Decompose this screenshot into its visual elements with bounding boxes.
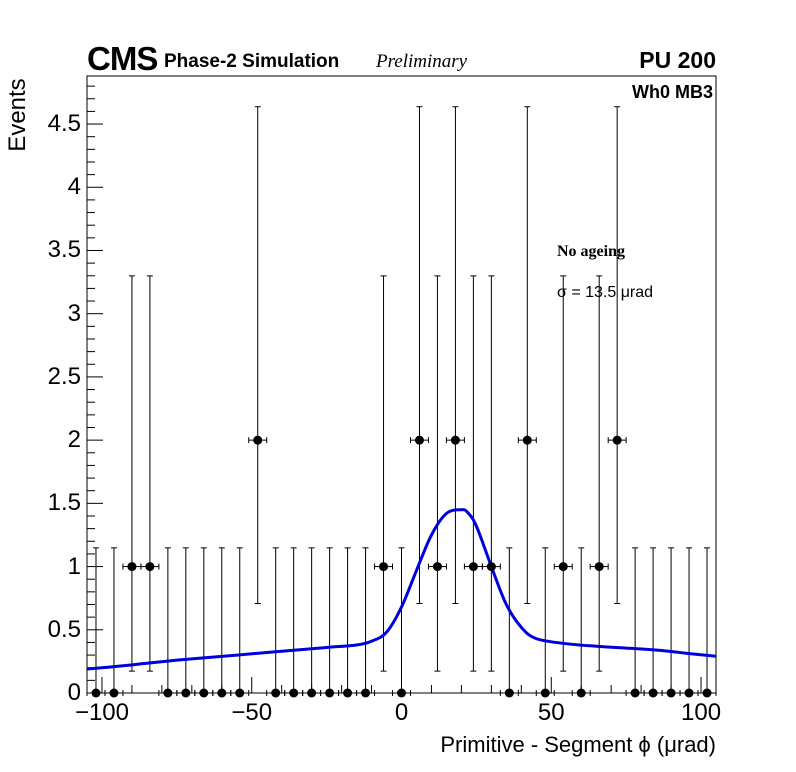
pileup-label: PU 200 [639, 47, 716, 73]
x-tick-label: 0 [394, 699, 409, 726]
x-tick-label: 100 [680, 699, 722, 726]
data-point [576, 688, 586, 698]
data-point [307, 688, 317, 698]
axis-ticks [87, 85, 702, 694]
data-point [199, 688, 209, 698]
data-point [504, 688, 514, 698]
data-point [522, 435, 532, 445]
data-point [289, 688, 299, 698]
data-point [468, 562, 478, 572]
y-tick-label: 3.5 [47, 236, 81, 264]
data-point [630, 688, 640, 698]
data-point [432, 562, 442, 572]
y-tick-label: 4 [67, 173, 81, 201]
data-point [540, 688, 550, 698]
data-point [325, 688, 335, 698]
data-point [486, 562, 496, 572]
y-axis-label: Events [4, 78, 31, 152]
x-tick-label: −50 [231, 699, 273, 726]
y-tick-label: 2.5 [47, 362, 81, 390]
data-point [414, 435, 424, 445]
data-point [91, 688, 101, 698]
data-point [235, 688, 245, 698]
data-point [558, 562, 568, 572]
data-point [702, 688, 712, 698]
data-point [217, 688, 227, 698]
fit-curve [86, 508, 717, 671]
data-point [612, 435, 622, 445]
data-point [343, 688, 353, 698]
y-tick-label: 1.5 [47, 489, 81, 517]
y-tick-label: 2 [67, 426, 81, 454]
data-point [181, 688, 191, 698]
data-point [145, 562, 155, 572]
data-point [361, 688, 371, 698]
x-axis-label: Primitive - Segment ϕ (μrad) [440, 732, 716, 757]
y-tick-label: 4.5 [47, 110, 81, 138]
data-point [397, 688, 406, 698]
legend-condition: No ageing [557, 243, 625, 260]
data-point [379, 562, 389, 572]
x-tick-label: −100 [74, 699, 129, 726]
data-point [684, 688, 694, 698]
data-point [594, 562, 604, 572]
simulation-label: Phase-2 Simulation [164, 51, 340, 72]
preliminary-label: Preliminary [376, 51, 468, 72]
data-markers [91, 435, 712, 698]
data-point [666, 688, 676, 698]
error-bars [86, 106, 717, 696]
data-point [109, 688, 119, 698]
station-label: Wh0 MB3 [632, 82, 713, 102]
data-point [271, 688, 281, 698]
legend-sigma: σ = 13.5 μrad [557, 284, 654, 301]
data-point [163, 688, 173, 698]
cms-logo: CMS [87, 40, 158, 77]
data-point [450, 435, 460, 445]
y-tick-label: 3 [67, 299, 81, 327]
data-point [648, 688, 658, 698]
x-tick-label: 50 [537, 699, 565, 726]
data-point [253, 435, 263, 445]
y-tick-label: 0.5 [47, 615, 81, 643]
y-tick-label: 0 [67, 679, 81, 706]
y-tick-label: 1 [67, 552, 81, 580]
data-point [127, 562, 137, 572]
